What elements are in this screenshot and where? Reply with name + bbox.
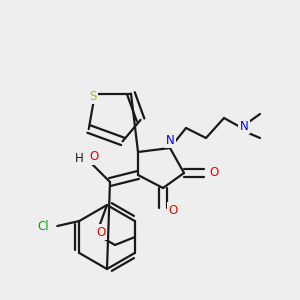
- Text: O: O: [96, 226, 106, 238]
- Text: S: S: [89, 90, 97, 103]
- Text: N: N: [240, 119, 248, 133]
- Text: Cl: Cl: [38, 220, 49, 233]
- Text: O: O: [89, 151, 98, 164]
- Text: N: N: [166, 134, 174, 146]
- Text: O: O: [209, 167, 219, 179]
- Text: O: O: [168, 203, 178, 217]
- Text: H: H: [75, 152, 83, 166]
